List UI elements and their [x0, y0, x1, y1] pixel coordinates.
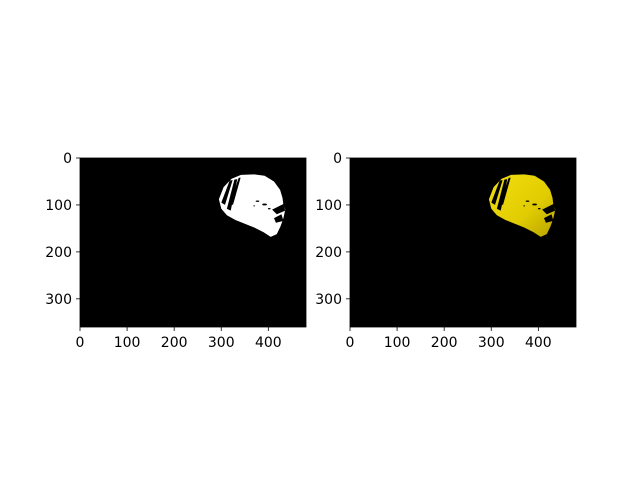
x-tick-label: 200	[161, 335, 188, 351]
x-tick-label: 300	[208, 335, 235, 351]
y-tick-label: 0	[333, 151, 342, 167]
y-tick-label: 300	[45, 292, 72, 308]
panel-2: 0 100 200 300 400 0 100 200 300	[315, 151, 577, 351]
mask-hole	[544, 214, 554, 223]
x-tick-label: 0	[346, 335, 355, 351]
y-tick-label: 200	[315, 245, 342, 261]
mask-hole	[499, 177, 511, 205]
x-tick-label: 300	[478, 335, 505, 351]
mask-hole	[267, 207, 271, 210]
x-tick-label: 400	[525, 335, 552, 351]
mask-hole	[523, 205, 526, 207]
mask-hole	[532, 203, 537, 206]
y-tick-label: 300	[315, 292, 342, 308]
mask-hole	[537, 207, 541, 210]
y-tick-label: 0	[63, 151, 72, 167]
mask-hole	[221, 180, 233, 205]
x-tick-label: 400	[255, 335, 282, 351]
mask-hole	[226, 179, 238, 211]
mask-hole	[253, 205, 256, 207]
y-tick-label: 100	[45, 198, 72, 214]
mask-hole	[272, 204, 286, 215]
mask-hole	[525, 200, 530, 202]
mask-hole	[255, 200, 260, 202]
mask-hole	[229, 177, 241, 205]
y-tick-label: 100	[315, 198, 342, 214]
x-tick-label: 0	[76, 335, 85, 351]
mask-hole	[274, 214, 284, 223]
mask-hole	[491, 180, 503, 205]
x-tick-label: 100	[114, 335, 141, 351]
mask-hole	[496, 179, 508, 211]
axes-frame	[349, 157, 577, 328]
axes-frame	[79, 157, 307, 328]
x-tick-label: 100	[384, 335, 411, 351]
y-tick-label: 200	[45, 245, 72, 261]
mask-hole	[542, 204, 556, 215]
x-tick-label: 200	[431, 335, 458, 351]
mask-hole	[262, 203, 267, 206]
panel-1: 0 100 200 300 400 0 100 200 300	[45, 151, 307, 351]
